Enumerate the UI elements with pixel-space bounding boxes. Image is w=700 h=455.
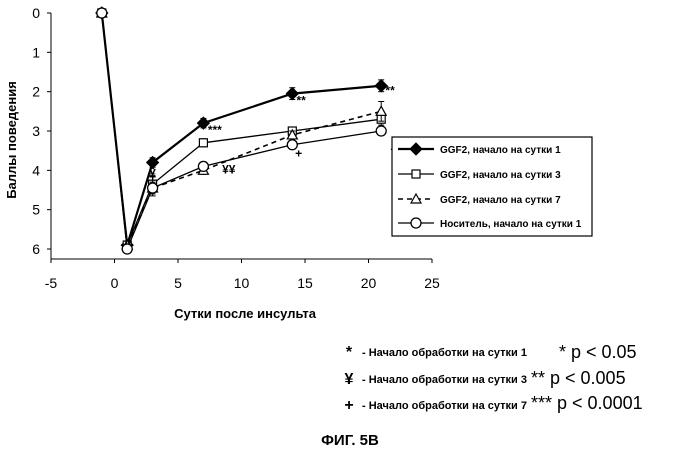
y-tick-label: 3 bbox=[32, 123, 40, 139]
data-point bbox=[412, 170, 420, 178]
significance-mark: ¥¥ bbox=[222, 162, 236, 176]
note-row: * - Начало обработки на сутки 1 bbox=[336, 343, 527, 363]
figure-caption: ФИГ. 5В bbox=[0, 432, 700, 449]
y-tick-label: 1 bbox=[32, 44, 40, 60]
note-symbol: + bbox=[336, 397, 362, 415]
x-tick-label: 20 bbox=[361, 275, 377, 291]
series-group bbox=[97, 8, 386, 254]
note-row: + - Начало обработки на сутки 7 bbox=[336, 396, 527, 416]
data-point bbox=[411, 218, 421, 228]
data-point bbox=[148, 183, 158, 193]
p-value-label: ** p < 0.005 bbox=[531, 368, 626, 389]
legend-label: Носитель, начало на сутки 1 bbox=[440, 219, 582, 230]
y-tick-label: 0 bbox=[32, 5, 40, 21]
note-row: ¥ - Начало обработки на сутки 3 bbox=[336, 370, 527, 390]
y-tick-label: 6 bbox=[32, 241, 40, 257]
circle-marker bbox=[122, 244, 132, 254]
triangle-marker bbox=[376, 106, 386, 115]
y-tick-label: 4 bbox=[32, 162, 40, 178]
circle-marker bbox=[198, 161, 208, 171]
circle-marker bbox=[411, 218, 421, 228]
y-tick-label: 2 bbox=[32, 84, 40, 100]
note-text: Начало обработки на сутки 1 bbox=[369, 347, 527, 359]
significance-mark: + bbox=[149, 170, 156, 184]
significance-mark: + bbox=[295, 147, 302, 161]
x-tick-label: 25 bbox=[424, 275, 440, 291]
square-marker bbox=[412, 170, 420, 178]
x-axis-label: Сутки после инсульта bbox=[174, 306, 317, 321]
legend-label: GGF2, начало на сутки 1 bbox=[440, 145, 561, 156]
series-layer bbox=[96, 7, 387, 254]
x-tick-label: 5 bbox=[174, 275, 182, 291]
note-text: Начало обработки на сутки 7 bbox=[369, 400, 527, 412]
data-point bbox=[122, 244, 132, 254]
data-point bbox=[198, 161, 208, 171]
legend-label: GGF2, начало на сутки 7 bbox=[440, 195, 561, 206]
p-value-label: *** p < 0.0001 bbox=[531, 393, 643, 414]
note-symbol: ¥ bbox=[336, 371, 362, 389]
note-dash: - bbox=[362, 400, 369, 412]
note-dash: - bbox=[362, 347, 369, 359]
x-tick-label: -5 bbox=[45, 275, 58, 291]
data-point bbox=[97, 8, 107, 18]
x-tick-label: 0 bbox=[111, 275, 119, 291]
significance-mark: *** bbox=[208, 123, 222, 137]
note-text: Начало обработки на сутки 3 bbox=[369, 374, 527, 386]
p-value-label: * p < 0.05 bbox=[559, 342, 637, 363]
square-marker bbox=[199, 139, 207, 147]
x-tick-label: 15 bbox=[297, 275, 313, 291]
circle-marker bbox=[148, 183, 158, 193]
circle-marker bbox=[97, 8, 107, 18]
data-point bbox=[376, 106, 386, 115]
data-point bbox=[376, 126, 386, 136]
note-dash: - bbox=[362, 374, 369, 386]
line-chart: 0123456-50510152025 *¥+***¥¥**+**+ GGF2,… bbox=[0, 0, 700, 340]
x-tick-label: 10 bbox=[234, 275, 250, 291]
note-symbol: * bbox=[336, 344, 362, 362]
circle-marker bbox=[376, 126, 386, 136]
chart-axes bbox=[51, 13, 432, 259]
data-point bbox=[199, 139, 207, 147]
series-group bbox=[98, 9, 385, 249]
legend-label: GGF2, начало на сутки 3 bbox=[440, 170, 561, 181]
legend: GGF2, начало на сутки 1 GGF2, начало на с… bbox=[392, 137, 592, 236]
significance-mark: ** bbox=[297, 94, 307, 108]
significance-mark: ** bbox=[385, 84, 395, 98]
axis-ticks: 0 1 2 3 4 5 6 -5 0 5 10 15 20 25 bbox=[32, 5, 440, 291]
y-tick-label: 5 bbox=[32, 202, 40, 218]
series-line bbox=[102, 13, 381, 249]
y-axis-label: Баллы поведения bbox=[4, 81, 19, 199]
